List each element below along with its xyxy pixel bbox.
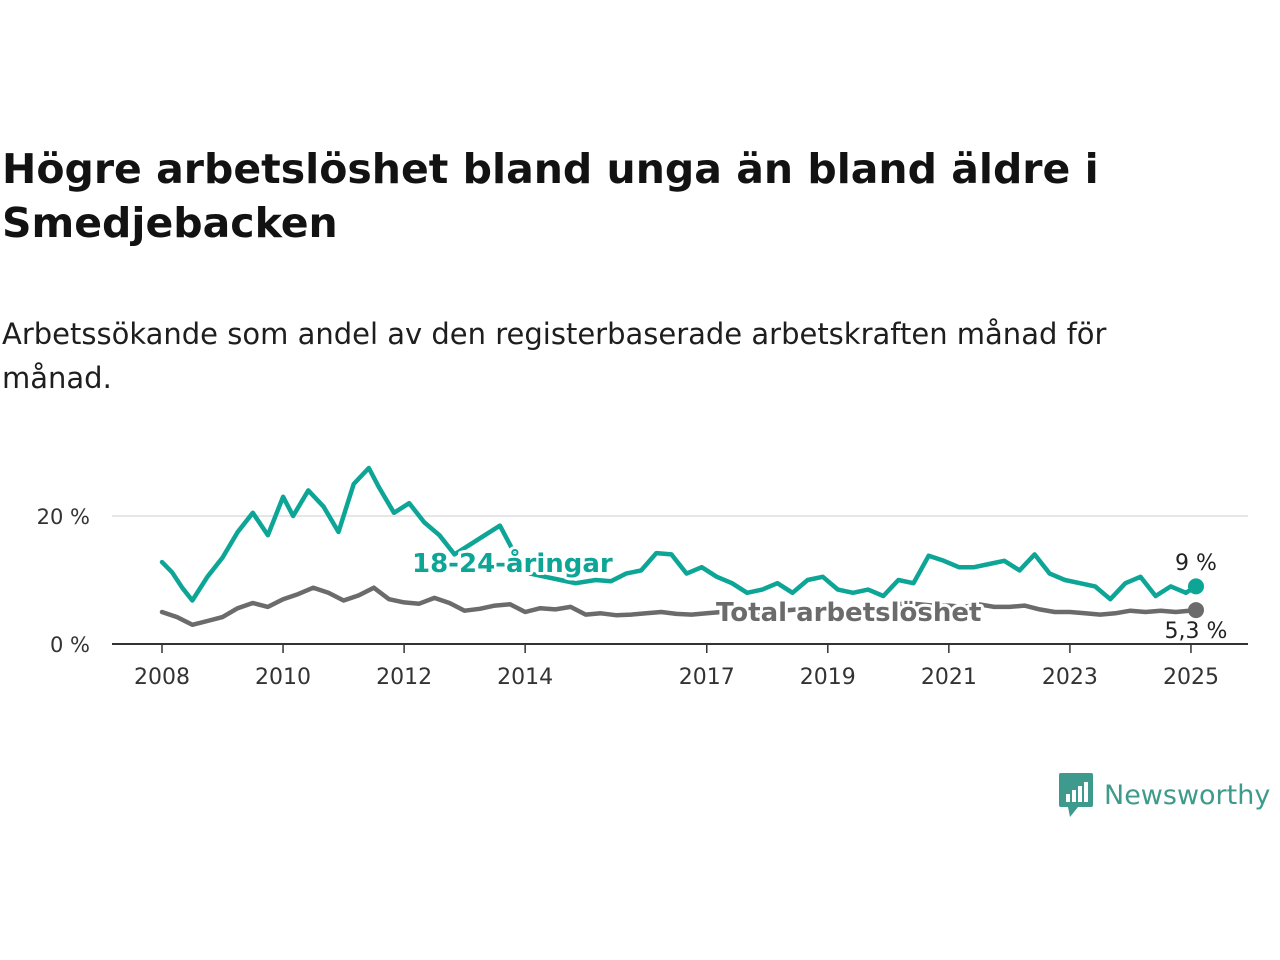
- y-tick-label: 0 %: [50, 633, 90, 657]
- x-tick-label: 2023: [1042, 665, 1098, 690]
- series-end-dot-total: [1188, 602, 1204, 619]
- series-line-youth: [159, 465, 1199, 603]
- chart-title: Högre arbetslöshet bland unga än bland ä…: [2, 145, 1099, 247]
- series-label-youth: 18-24-åringar: [412, 547, 613, 579]
- x-tick-label: 2021: [921, 665, 977, 690]
- label-layer: 18-24-åringar Total arbetslöshet 9 % 5,3 %: [409, 544, 1230, 647]
- line-chart: 0 % 20 % 2008 2010 2012 2014 2017 2019 2021 2023 2…: [37, 465, 1248, 690]
- x-tick-label: 2025: [1163, 665, 1219, 690]
- chart-subtitle: Arbetssökande som andel av den registerb…: [2, 317, 1107, 395]
- x-tick-label: 2010: [255, 665, 311, 690]
- x-tick-label: 2012: [376, 665, 432, 690]
- series-layer: [159, 465, 1204, 628]
- series-line-total: [159, 585, 1199, 628]
- x-tick-label: 2008: [134, 665, 190, 690]
- newsworthy-logo-text: Newsworthy: [1104, 779, 1271, 811]
- x-tick-label: 2019: [800, 665, 856, 690]
- newsworthy-logo-icon: [1059, 773, 1093, 817]
- series-label-total: Total arbetslöshet: [716, 598, 981, 628]
- series-end-dot-youth: [1188, 578, 1204, 595]
- axis-layer: 0 % 20 % 2008 2010 2012 2014 2017 2019 2021 2023 2…: [37, 505, 1248, 690]
- newsworthy-logo: Newsworthy: [1058, 772, 1270, 818]
- end-value-label-youth: 9 %: [1175, 551, 1217, 576]
- x-tick-label: 2017: [679, 665, 735, 690]
- x-tick-label: 2014: [497, 665, 553, 690]
- end-value-label-total: 5,3 %: [1165, 619, 1228, 644]
- y-tick-label: 20 %: [37, 505, 90, 529]
